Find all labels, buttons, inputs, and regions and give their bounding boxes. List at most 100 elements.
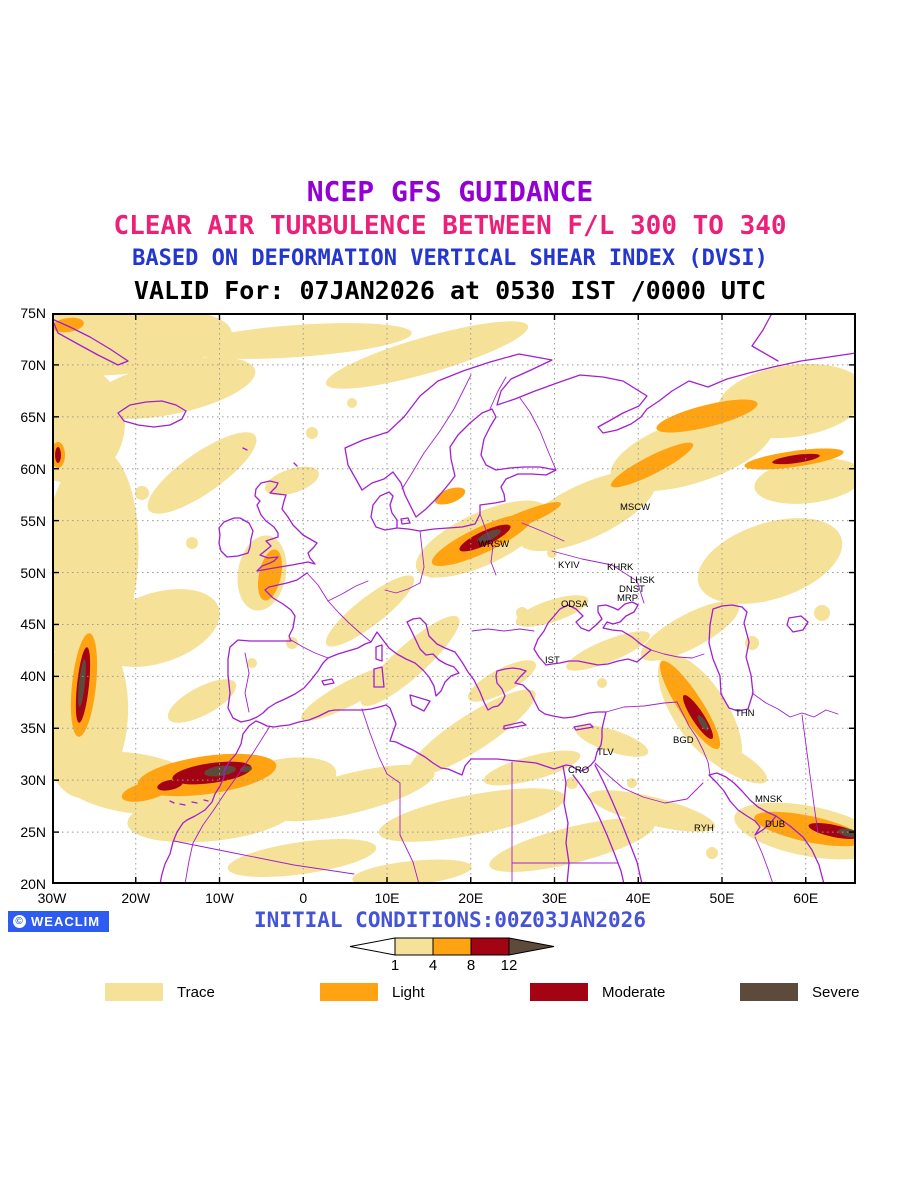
lat-label: 60N xyxy=(20,460,46,477)
trace-turbulence-area xyxy=(627,778,637,788)
trace-turbulence-area xyxy=(696,738,768,784)
moderate-turbulence-area xyxy=(772,453,820,465)
trace-turbulence-area xyxy=(706,847,718,859)
legend-item-severe: Severe xyxy=(740,983,860,1001)
legend-swatch-severe xyxy=(740,983,798,1001)
trace-turbulence-area xyxy=(397,828,407,838)
trace-turbulence-area xyxy=(352,859,472,887)
scale-trace-segment xyxy=(394,937,434,956)
trace-turbulence-area xyxy=(247,658,257,668)
severe-turbulence-area xyxy=(78,659,86,707)
city-label-mrp: MRP xyxy=(617,593,638,604)
scale-tick-label: 12 xyxy=(500,957,518,974)
initial-conditions-text: INITIAL CONDITIONS:00Z03JAN2026 xyxy=(254,908,646,932)
city-label-mnsk: MNSK xyxy=(755,794,783,805)
city-label-mscw: MSCW xyxy=(620,502,650,513)
lon-label: 60E xyxy=(793,890,819,906)
trace-turbulence-area xyxy=(717,363,867,439)
city-label-dnst: DNST xyxy=(619,584,645,595)
trace-turbulence-area xyxy=(408,689,536,777)
city-label-wrsw: WRSW xyxy=(478,539,509,550)
lat-label: 30N xyxy=(20,772,46,789)
brand-name: WEACLIM xyxy=(31,914,101,929)
trace-turbulence-area xyxy=(227,839,377,877)
legend-item-light: Light xyxy=(320,983,425,1001)
city-label-thn: THN xyxy=(735,708,755,719)
trace-turbulence-area xyxy=(575,725,649,757)
scale-tick-label: 4 xyxy=(428,957,438,974)
lat-label: 50N xyxy=(20,564,46,581)
title-valid-time: VALID For: 07JAN2026 at 0530 IST /0000 U… xyxy=(133,276,767,305)
turbulence-shading xyxy=(0,306,882,887)
coastlines xyxy=(51,314,857,885)
trace-turbulence-area xyxy=(325,321,529,389)
lat-label: 70N xyxy=(20,356,46,373)
trace-turbulence-area xyxy=(147,432,257,514)
trace-turbulence-area xyxy=(135,486,149,500)
trace-turbulence-area xyxy=(697,518,843,604)
severe-turbulence-area xyxy=(697,715,709,731)
trace-turbulence-area xyxy=(597,678,607,688)
trace-turbulence-area xyxy=(347,398,357,408)
moderate-turbulence-area xyxy=(55,447,61,463)
trace-turbulence-area xyxy=(566,631,650,671)
lon-label: 10W xyxy=(205,890,234,906)
trace-turbulence-area xyxy=(186,537,198,549)
trace-turbulence-area xyxy=(745,636,759,650)
lat-label: 40N xyxy=(20,668,46,685)
map-border xyxy=(52,313,856,884)
city-label-cro: CRO xyxy=(568,765,589,776)
trace-turbulence-area xyxy=(566,777,578,789)
city-label-ist: IST xyxy=(545,655,560,666)
copyright-icon: © xyxy=(13,915,26,928)
map-frame: MSCW WRSW KYIV KHRK LHSK DNST MRP ODSA IST THN BGD… xyxy=(0,306,882,887)
light-turbulence-area xyxy=(434,487,466,505)
trace-turbulence-area xyxy=(588,790,716,832)
trace-turbulence-area xyxy=(306,427,318,439)
lon-label: 40E xyxy=(625,890,651,906)
legend-swatch-trace xyxy=(105,983,163,1001)
legend-swatch-light xyxy=(320,983,378,1001)
lat-label: 25N xyxy=(20,824,46,841)
trace-turbulence-area xyxy=(516,607,528,619)
trace-turbulence-area xyxy=(640,601,740,661)
city-label-lhsk: LHSK xyxy=(630,575,655,586)
scale-tick-label: 8 xyxy=(466,957,476,974)
lat-label: 20N xyxy=(20,876,46,892)
light-turbulence-area xyxy=(257,549,283,601)
title-method: BASED ON DEFORMATION VERTICAL SHEAR INDE… xyxy=(132,246,768,271)
city-label-ryh: RYH xyxy=(694,823,714,834)
lon-label: 50E xyxy=(709,890,735,906)
trace-turbulence-area xyxy=(265,466,319,496)
legend-swatch-moderate xyxy=(530,983,588,1001)
legend-item-moderate: Moderate xyxy=(530,983,665,1001)
title-model: NCEP GFS GUIDANCE xyxy=(306,175,594,208)
scale-tick-labels: 1 4 8 12 xyxy=(345,957,555,975)
lon-label: 30E xyxy=(542,890,567,906)
scale-left-arrow xyxy=(349,937,396,956)
legend: Trace Light Moderate Severe xyxy=(0,983,900,1007)
trace-turbulence-area xyxy=(467,660,537,702)
lon-label: 20W xyxy=(121,890,151,906)
trace-turbulence-area xyxy=(94,589,220,667)
trace-turbulence-area xyxy=(489,818,655,872)
trace-turbulence-area xyxy=(88,357,256,419)
trace-turbulence-area xyxy=(656,637,668,649)
scale-light-segment xyxy=(432,937,472,956)
trace-turbulence-area xyxy=(325,575,415,647)
legend-label: Trace xyxy=(177,983,215,1001)
title-product: CLEAR AIR TURBULENCE BETWEEN F/L 300 TO … xyxy=(113,211,787,241)
trace-turbulence-area xyxy=(814,605,830,621)
city-label-tlv: TLV xyxy=(597,747,614,758)
trace-turbulence-area xyxy=(547,548,557,558)
trace-turbulence-area xyxy=(167,679,237,723)
scale-tick-label: 1 xyxy=(390,957,400,974)
city-label-bgd: BGD xyxy=(673,735,694,746)
light-turbulence-area xyxy=(656,399,758,433)
lon-label: 30W xyxy=(37,890,67,906)
trace-turbulence-area xyxy=(518,470,656,552)
scale-moderate-segment xyxy=(470,937,510,956)
lon-label: 10E xyxy=(374,890,400,906)
